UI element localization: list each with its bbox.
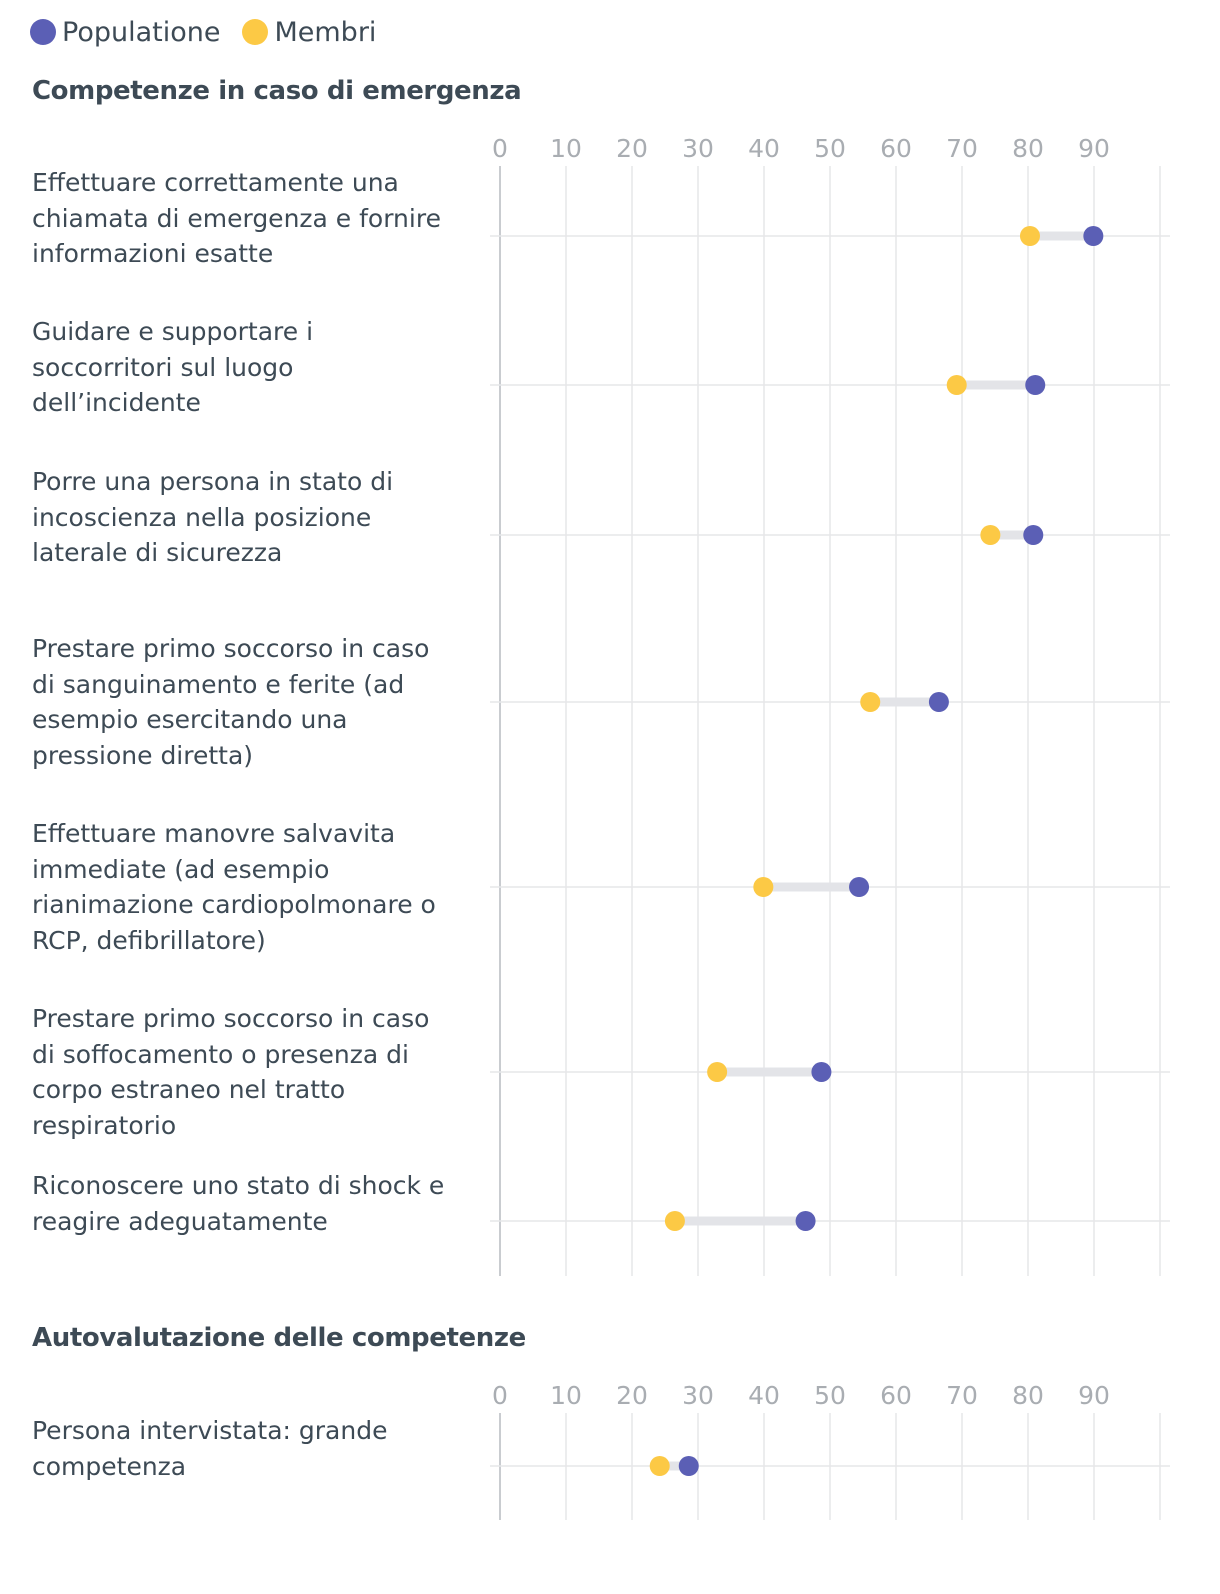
row-label: Effettuare manovre salvavita immediate (… bbox=[32, 819, 436, 955]
row-label: Porre una persona in stato di incoscienz… bbox=[32, 467, 394, 567]
x-tick-label: 0 bbox=[492, 134, 508, 163]
point-membri[interactable] bbox=[1019, 226, 1040, 246]
legend-label-populatione: Populatione bbox=[62, 16, 221, 48]
row-label: Riconoscere uno stato di shock e reagire… bbox=[32, 1171, 445, 1236]
x-tick-label: 80 bbox=[1012, 134, 1044, 163]
point-populatione[interactable] bbox=[1023, 525, 1044, 545]
x-tick-label: 70 bbox=[946, 134, 978, 163]
legend-dot-membri-icon bbox=[242, 19, 269, 45]
row-label: Prestare primo soccorso in caso di soffo… bbox=[32, 1004, 430, 1140]
x-tick-label: 50 bbox=[814, 134, 846, 163]
point-membri[interactable] bbox=[664, 1211, 685, 1231]
point-populatione[interactable] bbox=[849, 877, 870, 897]
legend: Populatione Membri bbox=[30, 12, 398, 52]
x-tick-label: 40 bbox=[748, 134, 780, 163]
x-tick-label: 10 bbox=[550, 134, 582, 163]
legend-dot-populatione-icon bbox=[30, 19, 56, 45]
legend-item-populatione[interactable]: Populatione bbox=[30, 17, 220, 48]
point-populatione[interactable] bbox=[1083, 226, 1104, 246]
point-populatione[interactable] bbox=[795, 1211, 816, 1231]
point-membri[interactable] bbox=[860, 692, 881, 712]
point-membri[interactable] bbox=[946, 375, 967, 395]
point-membri[interactable] bbox=[980, 525, 1001, 545]
row-label: Persona intervistata: grande competenza bbox=[32, 1416, 388, 1481]
row-label: Effettuare correttamente una chiamata di… bbox=[32, 168, 441, 268]
point-populatione[interactable] bbox=[1025, 375, 1046, 395]
x-tick-label: 20 bbox=[616, 134, 648, 163]
chart-title-selfassessment: Autovalutazione delle competenze bbox=[32, 1323, 526, 1353]
row-label: Guidare e supportare i soccorritori sul … bbox=[32, 317, 314, 417]
row-label: Prestare primo soccorso in caso di sangu… bbox=[32, 634, 430, 770]
legend-item-membri[interactable]: Membri bbox=[242, 17, 376, 48]
chart-title-emergency: Competenze in caso di emergenza bbox=[32, 76, 522, 106]
x-tick-label: 30 bbox=[682, 134, 714, 163]
point-membri[interactable] bbox=[707, 1062, 728, 1082]
x-tick-label: 60 bbox=[880, 134, 912, 163]
point-populatione[interactable] bbox=[811, 1062, 832, 1082]
point-membri[interactable] bbox=[753, 877, 774, 897]
legend-label-membri: Membri bbox=[274, 16, 377, 48]
point-populatione[interactable] bbox=[928, 692, 949, 712]
x-tick-label: 90 bbox=[1078, 134, 1110, 163]
